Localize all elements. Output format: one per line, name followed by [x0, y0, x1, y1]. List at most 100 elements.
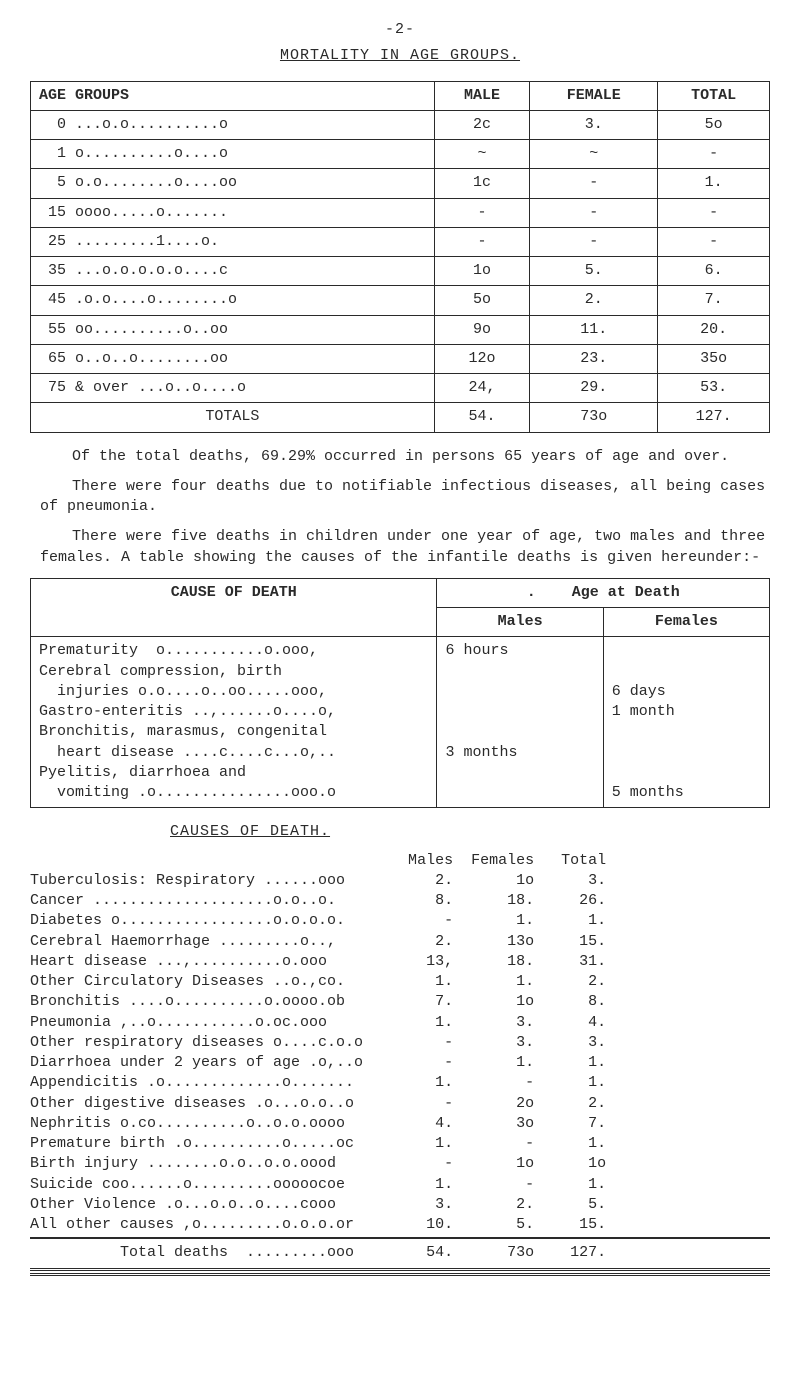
table-row: 5 o.o........o....oo1c-1. — [31, 169, 770, 198]
col-total: TOTAL — [658, 81, 770, 110]
total-cell: 7. — [658, 286, 770, 315]
totals-male: 54. — [434, 403, 530, 432]
page-number: -2- — [30, 20, 770, 40]
age-label: 15 oooo.....o....... — [31, 198, 435, 227]
table-row: 1 o..........o....o~~- — [31, 140, 770, 169]
female-cell: 2. — [530, 286, 658, 315]
causes-row: Bronchitis ....o..........o.oooo.ob 7. 1… — [30, 992, 770, 1012]
males-subheader: Males — [437, 608, 603, 637]
causes-row: Diabetes o.................o.o.o.o. - 1.… — [30, 911, 770, 931]
causes-row: Birth injury ........o.o..o.o.oood - 1o … — [30, 1154, 770, 1174]
causes-row: Other respiratory diseases o....c.o.o - … — [30, 1033, 770, 1053]
total-cell: - — [658, 198, 770, 227]
age-label: 75 & over ...o..o....o — [31, 374, 435, 403]
total-cell: 53. — [658, 374, 770, 403]
females-subheader: Females — [603, 608, 769, 637]
male-cell: 24, — [434, 374, 530, 403]
causes-row: All other causes ,o.........o.o.o.or 10.… — [30, 1215, 770, 1235]
table-row: 45 .o.o....o........o5o2.7. — [31, 286, 770, 315]
causes-row: Premature birth .o..........o.....oc 1. … — [30, 1134, 770, 1154]
female-cell: - — [530, 227, 658, 256]
causes-column-headers: Males Females Total — [30, 851, 770, 871]
col-female: FEMALE — [530, 81, 658, 110]
causes-row: Tuberculosis: Respiratory ......ooo 2. 1… — [30, 871, 770, 891]
paragraph-3: There were five deaths in children under… — [40, 527, 770, 568]
age-label: 35 ...o.o.o.o.o....c — [31, 257, 435, 286]
male-cell: - — [434, 227, 530, 256]
total-cell: 35o — [658, 344, 770, 373]
age-label: 25 .........1....o. — [31, 227, 435, 256]
age-at-death-header: . Age at Death — [437, 578, 770, 607]
causes-of-death-title: CAUSES OF DEATH. — [170, 822, 770, 842]
causes-row: Other Circulatory Diseases ..o.,co. 1. 1… — [30, 972, 770, 992]
age-groups-header-row: AGE GROUPS MALE FEMALE TOTAL — [31, 81, 770, 110]
table-row: 75 & over ...o..o....o24,29.53. — [31, 374, 770, 403]
causes-row: Diarrhoea under 2 years of age .o,..o - … — [30, 1053, 770, 1073]
totals-label: TOTALS — [31, 403, 435, 432]
causes-row: Heart disease ...,..........o.ooo 13, 18… — [30, 952, 770, 972]
total-cell: 5o — [658, 110, 770, 139]
male-cell: 2c — [434, 110, 530, 139]
causes-row: Cerebral Haemorrhage .........o.., 2. 13… — [30, 932, 770, 952]
causes-row: Cancer ....................o.o..o. 8. 18… — [30, 891, 770, 911]
age-label: 45 .o.o....o........o — [31, 286, 435, 315]
paragraph-1: Of the total deaths, 69.29% occurred in … — [40, 447, 770, 467]
male-cell: 1c — [434, 169, 530, 198]
total-cell: - — [658, 227, 770, 256]
cause-header-row-1: CAUSE OF DEATH . Age at Death — [31, 578, 770, 607]
total-cell: 1. — [658, 169, 770, 198]
female-cell: 11. — [530, 315, 658, 344]
causes-row: Appendicitis .o.............o....... 1. … — [30, 1073, 770, 1093]
males-ages: 6 hours 3 months — [437, 637, 603, 808]
paragraph-2: There were four deaths due to notifiable… — [40, 477, 770, 518]
age-groups-totals-row: TOTALS 54. 73o 127. — [31, 403, 770, 432]
table-row: 0 ...o.o..........o2c3.5o — [31, 110, 770, 139]
cause-of-death-header: CAUSE OF DEATH — [31, 578, 437, 637]
causes-row: Other Violence .o...o.o..o....cooo 3. 2.… — [30, 1195, 770, 1215]
double-rule — [30, 1273, 770, 1276]
male-cell: ~ — [434, 140, 530, 169]
causes-row: Pneumonia ,..o...........o.oc.ooo 1. 3. … — [30, 1013, 770, 1033]
female-cell: ~ — [530, 140, 658, 169]
page-title: MORTALITY IN AGE GROUPS. — [30, 46, 770, 66]
female-cell: - — [530, 198, 658, 227]
table-row: 35 ...o.o.o.o.o....c1o5.6. — [31, 257, 770, 286]
causes-list: Tuberculosis: Respiratory ......ooo 2. 1… — [30, 871, 770, 1239]
causes-row: Suicide coo......o.........ooooocoe 1. -… — [30, 1175, 770, 1195]
female-cell: 29. — [530, 374, 658, 403]
causes-row: Other digestive diseases .o...o.o..o - 2… — [30, 1094, 770, 1114]
table-row: 55 oo..........o..oo9o11.20. — [31, 315, 770, 344]
female-cell: 23. — [530, 344, 658, 373]
col-male: MALE — [434, 81, 530, 110]
totals-female: 73o — [530, 403, 658, 432]
age-label: 5 o.o........o....oo — [31, 169, 435, 198]
total-cell: 20. — [658, 315, 770, 344]
female-cell: 3. — [530, 110, 658, 139]
col-age-groups: AGE GROUPS — [31, 81, 435, 110]
male-cell: 9o — [434, 315, 530, 344]
causes-total-row: Total deaths .........ooo 54. 73o 127. — [30, 1238, 770, 1270]
female-cell: 5. — [530, 257, 658, 286]
table-row: 25 .........1....o.--- — [31, 227, 770, 256]
age-label: 55 oo..........o..oo — [31, 315, 435, 344]
male-cell: 1o — [434, 257, 530, 286]
total-cell: 6. — [658, 257, 770, 286]
table-row: 15 oooo.....o.......--- — [31, 198, 770, 227]
age-label: 1 o..........o....o — [31, 140, 435, 169]
causes-row: Nephritis o.co..........o..o.o.oooo 4. 3… — [30, 1114, 770, 1134]
total-cell: - — [658, 140, 770, 169]
male-cell: 12o — [434, 344, 530, 373]
cause-of-death-table: CAUSE OF DEATH . Age at Death Males Fema… — [30, 578, 770, 809]
age-label: 0 ...o.o..........o — [31, 110, 435, 139]
cause-list: Prematurity o...........o.ooo, Cerebral … — [31, 637, 437, 808]
male-cell: 5o — [434, 286, 530, 315]
age-groups-table: AGE GROUPS MALE FEMALE TOTAL 0 ...o.o...… — [30, 81, 770, 433]
table-row: 65 o..o..o........oo12o23.35o — [31, 344, 770, 373]
age-at-death-label: Age at Death — [572, 584, 680, 601]
cause-data-row: Prematurity o...........o.ooo, Cerebral … — [31, 637, 770, 808]
age-label: 65 o..o..o........oo — [31, 344, 435, 373]
females-ages: 6 days 1 month 5 months — [603, 637, 769, 808]
totals-total: 127. — [658, 403, 770, 432]
male-cell: - — [434, 198, 530, 227]
female-cell: - — [530, 169, 658, 198]
